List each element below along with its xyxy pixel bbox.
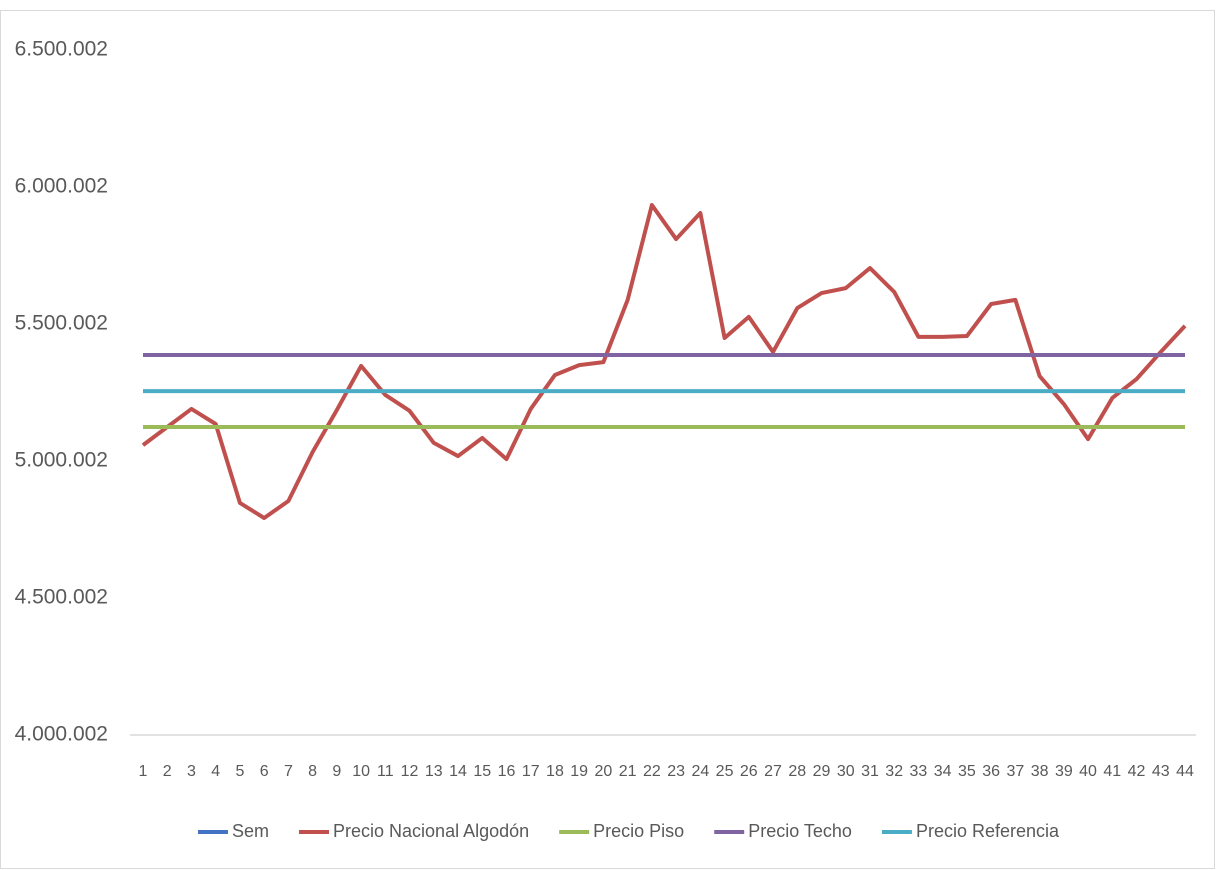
x-tick-label: 25	[716, 763, 734, 780]
x-tick-label: 36	[982, 763, 1000, 780]
x-tick-label: 27	[764, 763, 782, 780]
x-tick-label: 39	[1055, 763, 1073, 780]
x-tick-label: 26	[740, 763, 758, 780]
legend-label: Sem	[232, 821, 269, 841]
x-tick-label: 42	[1128, 763, 1146, 780]
x-tick-label: 41	[1103, 763, 1121, 780]
series-line	[141, 203, 1187, 520]
x-tick-label: 28	[788, 763, 806, 780]
x-tick-label: 19	[570, 763, 588, 780]
legend-label: Precio Nacional Algodón	[333, 821, 529, 841]
y-tick-label: 5.500.002	[15, 312, 108, 335]
y-tick-label: 6.000.002	[15, 175, 108, 198]
x-tick-label: 35	[958, 763, 976, 780]
legend-label: Precio Techo	[748, 821, 852, 841]
legend-label: Precio Referencia	[916, 821, 1060, 841]
x-tick-label: 22	[643, 763, 661, 780]
x-tick-label: 34	[934, 763, 952, 780]
x-tick-label: 4	[211, 763, 220, 780]
x-tick-label: 12	[401, 763, 419, 780]
x-tick-label: 1	[139, 763, 148, 780]
x-tick-label: 9	[332, 763, 341, 780]
x-tick-label: 16	[498, 763, 516, 780]
x-tick-label: 21	[619, 763, 637, 780]
y-tick-label: 4.000.002	[15, 723, 108, 746]
x-tick-label: 14	[449, 763, 467, 780]
x-tick-label: 38	[1031, 763, 1049, 780]
legend-label: Precio Piso	[593, 821, 684, 841]
y-tick-label: 4.500.002	[15, 586, 108, 609]
x-tick-label: 24	[691, 763, 709, 780]
x-tick-label: 20	[595, 763, 613, 780]
chart-border	[0, 10, 1215, 869]
y-tick-label: 5.000.002	[15, 449, 108, 472]
x-tick-label: 29	[813, 763, 831, 780]
x-tick-label: 7	[284, 763, 293, 780]
x-tick-label: 44	[1176, 763, 1194, 780]
x-tick-label: 5	[235, 763, 244, 780]
x-tick-label: 11	[377, 763, 394, 780]
x-tick-label: 32	[885, 763, 903, 780]
x-tick-label: 8	[308, 763, 317, 780]
x-tick-label: 3	[187, 763, 196, 780]
x-tick-label: 6	[260, 763, 269, 780]
x-tick-label: 15	[473, 763, 491, 780]
x-tick-label: 10	[352, 763, 370, 780]
x-tick-label: 23	[667, 763, 685, 780]
x-tick-label: 18	[546, 763, 564, 780]
x-tick-label: 17	[522, 763, 540, 780]
x-tick-label: 37	[1006, 763, 1024, 780]
x-tick-label: 33	[910, 763, 928, 780]
x-tick-label: 40	[1079, 763, 1097, 780]
y-tick-label: 6.500.002	[15, 38, 108, 61]
x-tick-label: 30	[837, 763, 855, 780]
x-tick-label: 13	[425, 763, 443, 780]
x-tick-label: 31	[861, 763, 879, 780]
x-tick-label: 43	[1152, 763, 1170, 780]
x-tick-label: 2	[163, 763, 172, 780]
